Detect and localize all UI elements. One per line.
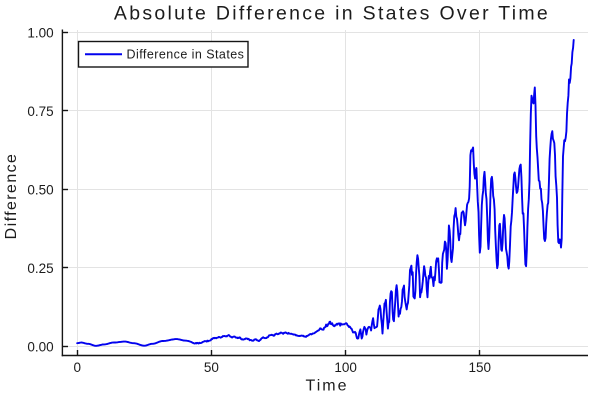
svg-text:0.75: 0.75 <box>27 104 53 119</box>
svg-text:Difference in States: Difference in States <box>127 48 245 62</box>
svg-text:50: 50 <box>204 360 219 375</box>
svg-text:150: 150 <box>469 360 492 375</box>
svg-text:100: 100 <box>334 360 357 375</box>
svg-text:0.50: 0.50 <box>27 183 53 198</box>
svg-text:Time: Time <box>306 378 349 395</box>
svg-text:0.25: 0.25 <box>27 261 53 276</box>
svg-text:Difference: Difference <box>3 153 20 240</box>
svg-text:Absolute Difference in States: Absolute Difference in States Over Time <box>114 3 550 25</box>
svg-text:0.00: 0.00 <box>27 340 53 355</box>
svg-text:1.00: 1.00 <box>27 26 53 41</box>
svg-text:0: 0 <box>73 360 81 375</box>
